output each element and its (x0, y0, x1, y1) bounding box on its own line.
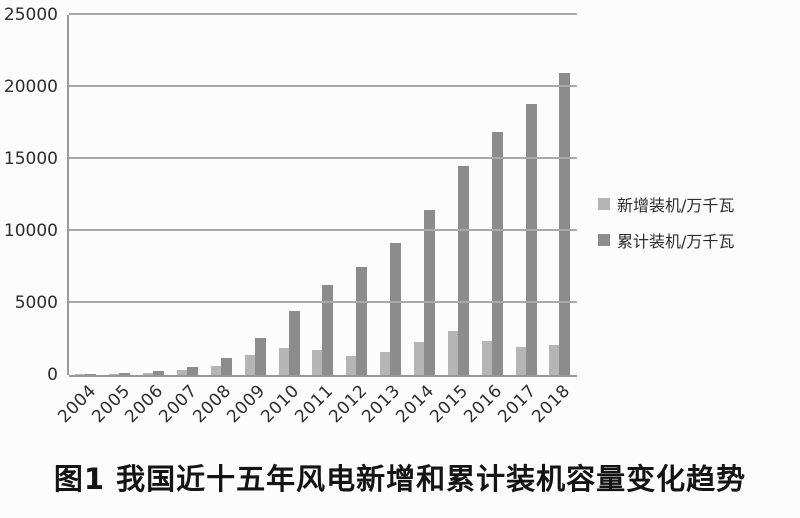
legend-label-cumulative: 累计装机/万千瓦 (617, 232, 735, 251)
y-axis-tick-label-15000: 15000 (3, 149, 58, 169)
bar-group-2014: 2014 (393, 15, 442, 427)
bar-cumulative-2016 (491, 132, 503, 375)
bar-group-2005: 2005 (88, 15, 137, 427)
bar-groups: 2004 2005 2006 2007 2008 2009 2010 2011 2012 2013… (54, 15, 577, 427)
x-axis-year-label-2017: 2017 (494, 381, 541, 428)
bar-new-2005 (109, 373, 120, 375)
bar-cumulative-2008 (220, 357, 232, 375)
bar-new-2013 (380, 351, 391, 375)
x-axis-year-label-2011: 2011 (290, 381, 338, 428)
bar-group-2010: 2010 (257, 15, 306, 427)
y-axis-tick-label-5000: 5000 (14, 293, 58, 313)
bar-new-2011 (312, 349, 323, 375)
bar-cumulative-2009 (254, 337, 266, 375)
gridline-25000 (69, 13, 577, 15)
bar-cumulative-2017 (525, 103, 537, 375)
chart-legend: 新增装机/万千瓦 累计装机/万千瓦 (598, 192, 734, 252)
bar-new-2010 (278, 347, 289, 375)
bar-new-2017 (515, 346, 526, 375)
x-axis-year-label-2008: 2008 (189, 381, 236, 428)
chart-title: 图1 我国近十五年风电新增和累计装机容量变化趋势 (53, 462, 747, 496)
x-axis-year-label-2007: 2007 (155, 381, 202, 428)
x-axis-year-label-2005: 2005 (87, 381, 134, 428)
bar-new-2007 (177, 370, 187, 375)
y-axis-tick-label-25000: 25000 (3, 5, 58, 25)
bar-new-2012 (346, 356, 357, 375)
bar-new-2018 (549, 344, 560, 375)
y-axis: 0 5000 10000 15000 20000 25000 (0, 0, 58, 518)
bar-group-2017: 2017 (494, 15, 543, 427)
bar-group-2011: 2011 (291, 15, 340, 427)
bar-new-2014 (414, 341, 425, 375)
gridline-20000 (69, 85, 577, 87)
bar-new-2006 (143, 373, 154, 375)
bar-group-2016: 2016 (460, 15, 509, 427)
x-axis-year-label-2010: 2010 (257, 381, 304, 428)
bar-cumulative-2004 (85, 373, 97, 375)
bar-new-2016 (481, 341, 492, 375)
bar-cumulative-2018 (559, 72, 571, 375)
bar-cumulative-2012 (356, 266, 368, 375)
bar-group-2018: 2018 (528, 15, 577, 427)
x-axis-year-label-2014: 2014 (392, 381, 439, 428)
bar-new-2009 (244, 355, 255, 375)
legend-swatch-new-icon (598, 198, 610, 210)
y-axis-tick-label-20000: 20000 (3, 77, 58, 97)
x-axis-year-label-2015: 2015 (426, 381, 473, 428)
bar-group-2015: 2015 (426, 15, 475, 427)
x-axis-year-label-2004: 2004 (53, 381, 101, 428)
x-axis-year-label-2016: 2016 (460, 381, 507, 428)
legend-item-cumulative: 累计装机/万千瓦 (598, 228, 734, 252)
bar-group-2008: 2008 (189, 15, 238, 427)
gridline-0 (69, 375, 577, 377)
gridline-10000 (69, 229, 577, 231)
bar-cumulative-2014 (424, 209, 436, 375)
gridline-15000 (69, 157, 577, 159)
bar-new-2004 (75, 373, 86, 375)
legend-swatch-cumulative-icon (598, 234, 610, 246)
bar-group-2012: 2012 (325, 15, 374, 427)
bar-cumulative-2015 (457, 165, 469, 375)
bar-cumulative-2005 (119, 373, 131, 375)
bar-group-2004: 2004 (54, 15, 103, 427)
legend-item-new: 新增装机/万千瓦 (598, 192, 734, 216)
bar-cumulative-2011 (322, 285, 334, 375)
bar-cumulative-2013 (390, 243, 402, 375)
bar-group-2009: 2009 (223, 15, 272, 427)
bar-group-2007: 2007 (156, 15, 205, 427)
x-axis-year-label-2012: 2012 (324, 381, 371, 428)
bar-cumulative-2006 (153, 371, 165, 375)
x-axis-year-label-2009: 2009 (223, 381, 270, 428)
bar-new-2015 (447, 330, 458, 375)
bar-group-2006: 2006 (122, 15, 171, 427)
x-axis-year-label-2006: 2006 (121, 381, 168, 428)
bar-new-2008 (210, 366, 221, 375)
x-axis-year-label-2013: 2013 (358, 381, 405, 428)
x-axis-year-label-2018: 2018 (527, 381, 575, 428)
bar-cumulative-2007 (187, 366, 198, 375)
bar-cumulative-2010 (288, 310, 300, 375)
gridline-5000 (69, 301, 577, 303)
y-axis-tick-label-0: 0 (47, 365, 58, 385)
legend-label-new: 新增装机/万千瓦 (617, 196, 735, 215)
chart-plot-area: 2004 2005 2006 2007 2008 2009 2010 2011 2012 2013… (54, 13, 577, 427)
y-axis-tick-label-10000: 10000 (3, 221, 58, 241)
bar-group-2013: 2013 (359, 15, 408, 427)
